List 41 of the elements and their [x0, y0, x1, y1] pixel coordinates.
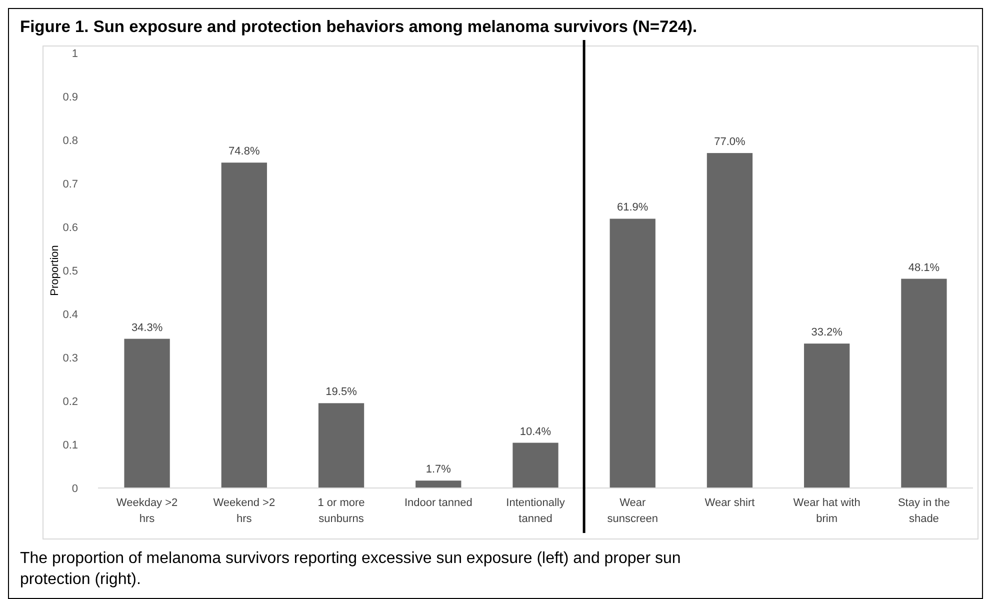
x-tick-label: 1 or more sunburns	[318, 497, 365, 525]
bar	[804, 344, 850, 488]
bar	[318, 403, 364, 488]
y-axis-title: Proportion	[49, 245, 61, 296]
data-label: 19.5%	[326, 386, 358, 398]
data-label: 1.7%	[426, 464, 452, 476]
x-tick-label: Weekday >2 hrs	[116, 497, 178, 525]
x-tick-label: Intentionally tanned	[506, 497, 566, 525]
y-tick-label: 0.4	[62, 308, 78, 321]
y-tick-label: 1	[72, 48, 78, 60]
y-tick-label: 0.8	[62, 134, 78, 147]
x-tick-label: Stay in the shade	[898, 497, 950, 525]
bar	[901, 278, 947, 488]
x-tick-label: Weekend >2 hrs	[213, 497, 276, 525]
y-tick-label: 0.2	[62, 396, 78, 408]
y-tick-label: 0.5	[62, 265, 78, 278]
bar	[512, 442, 558, 488]
data-label: 33.2%	[811, 326, 843, 339]
data-label: 77.0%	[714, 136, 746, 148]
y-tick-label: 0.6	[62, 222, 78, 234]
x-tick-label: Indoor tanned	[404, 497, 472, 509]
x-tick-label: Wear shirt	[704, 497, 755, 509]
data-label: 48.1%	[908, 262, 940, 274]
x-tick-label: Wear hat with brim	[793, 497, 860, 525]
data-label: 10.4%	[520, 426, 552, 438]
x-tick-label: Wear sunscreen	[607, 497, 658, 525]
bar	[416, 480, 462, 488]
bar	[124, 338, 170, 488]
text: The proportion of melanoma survivors reporting excessive sun exposure (left) and proper sun protection (right).	[20, 550, 681, 588]
data-label: 61.9%	[617, 202, 648, 214]
chart-title: Figure 1. Sun exposure and protection behaviors among melanoma survivors (N=724).	[20, 18, 698, 36]
bar	[221, 162, 267, 488]
y-tick-label: 0.9	[62, 91, 78, 104]
data-label: 74.8%	[228, 146, 260, 158]
data-label: 34.3%	[131, 322, 163, 334]
bar	[610, 218, 656, 488]
y-tick-label: 0.1	[62, 439, 78, 452]
y-tick-label: 0	[72, 482, 78, 495]
bar	[706, 153, 753, 488]
y-tick-label: 0.7	[62, 178, 78, 190]
y-tick-label: 0.3	[62, 352, 78, 364]
